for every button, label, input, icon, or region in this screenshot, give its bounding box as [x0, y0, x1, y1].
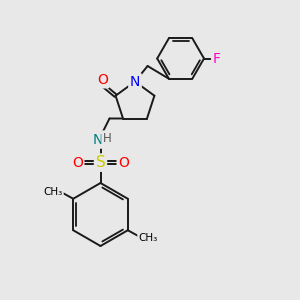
Text: O: O: [118, 156, 129, 170]
Text: H: H: [103, 132, 112, 145]
Text: O: O: [72, 156, 83, 170]
Text: CH₃: CH₃: [139, 233, 158, 243]
Text: N: N: [93, 133, 103, 147]
Text: CH₃: CH₃: [43, 187, 62, 196]
Text: F: F: [213, 52, 220, 65]
Text: S: S: [96, 155, 105, 170]
Text: O: O: [97, 73, 108, 87]
Text: N: N: [130, 75, 140, 88]
